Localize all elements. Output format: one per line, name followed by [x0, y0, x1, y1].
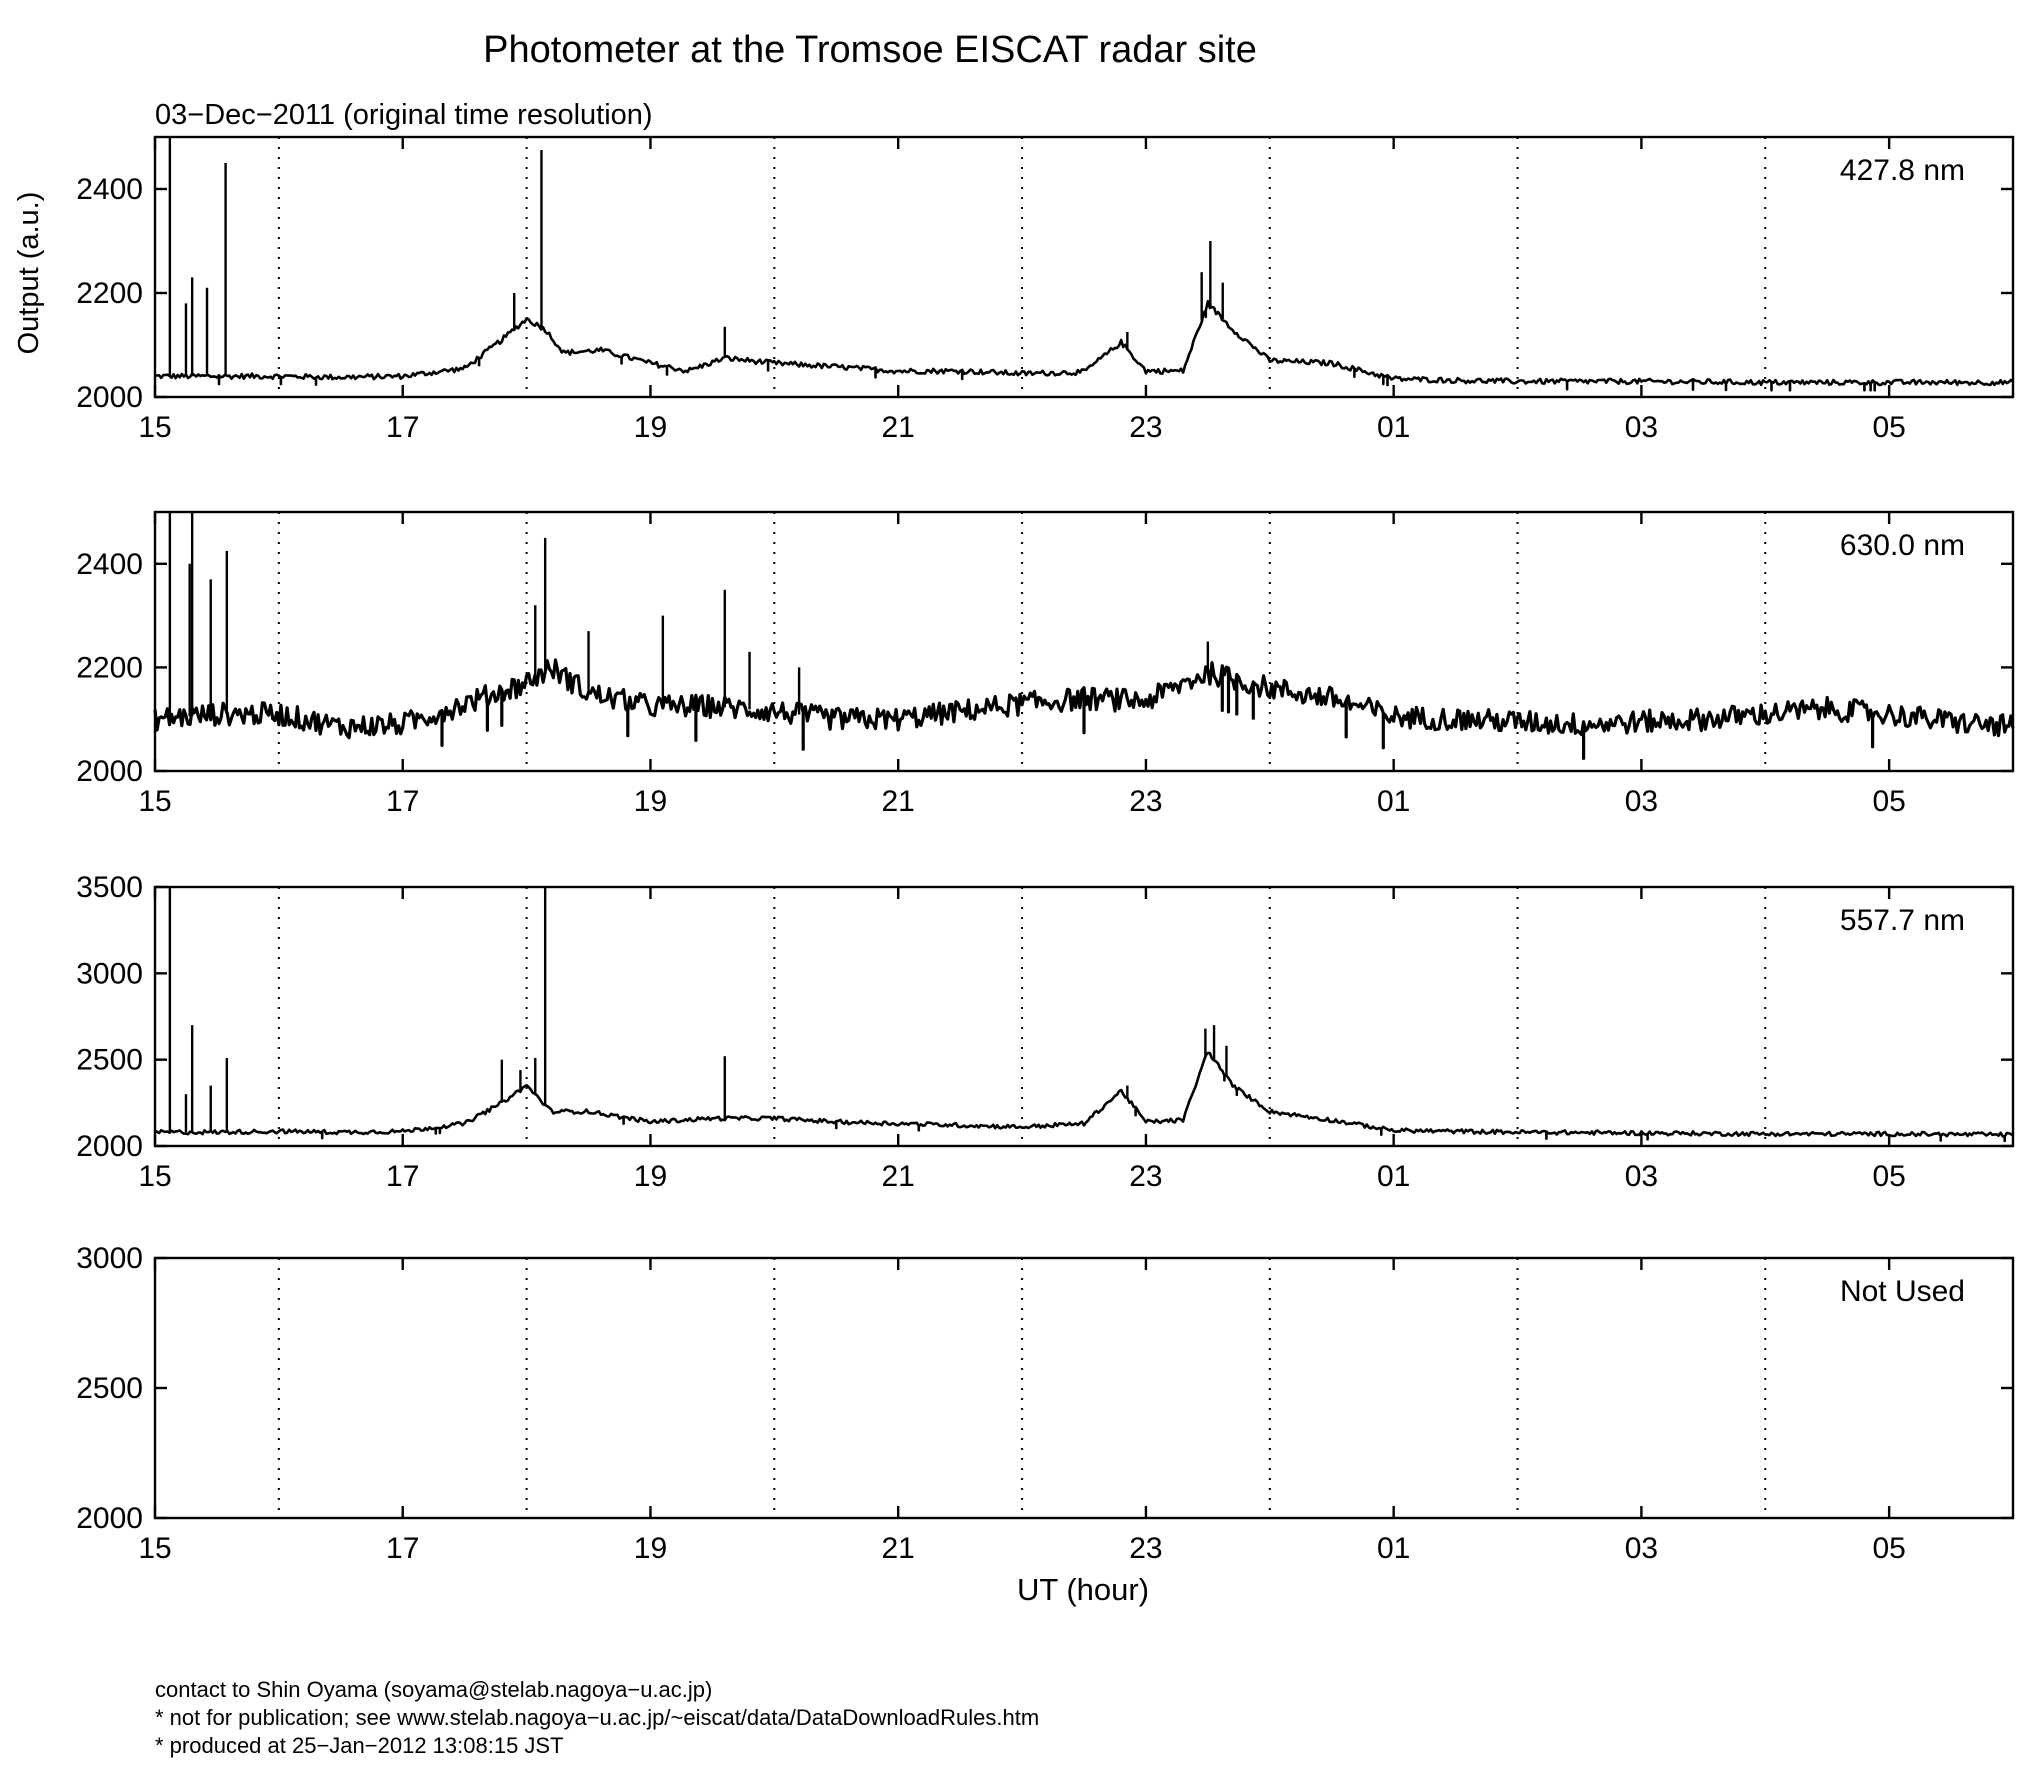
- axes-frame: [153, 885, 2015, 1148]
- axes-frame: [153, 1256, 2015, 1520]
- x-tick-label: 05: [1872, 411, 1905, 444]
- panels-group: 15 17 19 21 23 01 03 05 2000 2200 2400 427.8 nm 15 17…: [76, 135, 2015, 1565]
- panel-wavelength-label: 427.8 nm: [1840, 154, 1965, 187]
- x-tick-label: 19: [634, 1160, 667, 1193]
- y-tick-label: 2200: [76, 277, 143, 310]
- x-tick-label: 01: [1377, 785, 1410, 818]
- figure-title: Photometer at the Tromsoe EISCAT radar s…: [483, 29, 1257, 71]
- x-tick-label: 19: [634, 411, 667, 444]
- x-tick-label: 17: [386, 785, 419, 818]
- x-tick-label: 19: [634, 785, 667, 818]
- y-tick-label: 2400: [76, 548, 143, 581]
- x-tick-label: 21: [882, 785, 915, 818]
- x-tick-label: 21: [882, 1160, 915, 1193]
- y-tick-label: 2200: [76, 651, 143, 684]
- panel-2: 15 17 19 21 23 01 03 05 2000 2200 2400 630.0 nm: [76, 510, 2015, 818]
- x-tick-label: 17: [386, 1532, 419, 1565]
- y-tick-label: 2000: [76, 1502, 143, 1535]
- x-tick-label: 03: [1625, 785, 1658, 818]
- x-tick-label: 17: [386, 1160, 419, 1193]
- footer-notes: contact to Shin Oyama (soyama@stelab.nag…: [155, 1676, 1039, 1760]
- y-tick-label: 3500: [76, 871, 143, 904]
- y-axis-label: Output (a.u.): [13, 192, 45, 355]
- figure-subtitle: 03−Dec−2011 (original time resolution): [155, 99, 653, 131]
- x-tick-label: 21: [882, 411, 915, 444]
- x-tick-label: 23: [1129, 1160, 1162, 1193]
- y-tick-label: 3000: [76, 957, 143, 990]
- panel-1: 15 17 19 21 23 01 03 05 2000 2200 2400 427.8 nm: [76, 135, 2015, 444]
- x-tick-label: 23: [1129, 411, 1162, 444]
- x-tick-label: 23: [1129, 785, 1162, 818]
- x-tick-label: 03: [1625, 1532, 1658, 1565]
- panel-3: 15 17 19 21 23 01 03 05 2000 2500 3000 3500 557.7 nm: [76, 871, 2015, 1193]
- footer-notice: * not for publication; see www.stelab.na…: [155, 1705, 1040, 1730]
- x-tick-label: 01: [1377, 1160, 1410, 1193]
- x-tick-label: 03: [1625, 1160, 1658, 1193]
- x-tick-label: 15: [138, 1532, 171, 1565]
- y-tick-label: 2400: [76, 173, 143, 206]
- x-tick-label: 23: [1129, 1532, 1162, 1565]
- x-tick-label: 15: [138, 785, 171, 818]
- panel-wavelength-label: 630.0 nm: [1840, 529, 1965, 562]
- x-tick-label: 17: [386, 411, 419, 444]
- y-tick-label: 2000: [76, 755, 143, 788]
- x-tick-label: 03: [1625, 411, 1658, 444]
- y-tick-label: 2000: [76, 381, 143, 414]
- x-tick-label: 19: [634, 1532, 667, 1565]
- x-tick-label: 01: [1377, 1532, 1410, 1565]
- x-tick-label: 21: [882, 1532, 915, 1565]
- series-line: [153, 658, 2015, 761]
- y-tick-label: 2500: [76, 1044, 143, 1077]
- y-tick-label: 2500: [76, 1372, 143, 1405]
- axes-frame: [153, 135, 2015, 399]
- y-tick-label: 3000: [76, 1242, 143, 1275]
- panel-4: 15 17 19 21 23 01 03 05 2000 2500 3000 Not Used: [76, 1242, 2015, 1565]
- footer-produced: * produced at 25−Jan−2012 13:08:15 JST: [155, 1733, 564, 1758]
- x-tick-label: 05: [1872, 785, 1905, 818]
- panel-wavelength-label: Not Used: [1840, 1275, 1965, 1308]
- axes-frame: [153, 510, 2015, 773]
- x-tick-label: 15: [138, 1160, 171, 1193]
- x-tick-label: 05: [1872, 1160, 1905, 1193]
- series-line: [154, 299, 2014, 392]
- series-line: [154, 1051, 2014, 1143]
- x-tick-label: 15: [138, 411, 171, 444]
- x-tick-label: 05: [1872, 1532, 1905, 1565]
- panel-wavelength-label: 557.7 nm: [1840, 904, 1965, 937]
- x-axis-label: UT (hour): [1017, 1572, 1149, 1607]
- x-tick-label: 01: [1377, 411, 1410, 444]
- footer-contact: contact to Shin Oyama (soyama@stelab.nag…: [155, 1677, 713, 1702]
- y-tick-label: 2000: [76, 1130, 143, 1163]
